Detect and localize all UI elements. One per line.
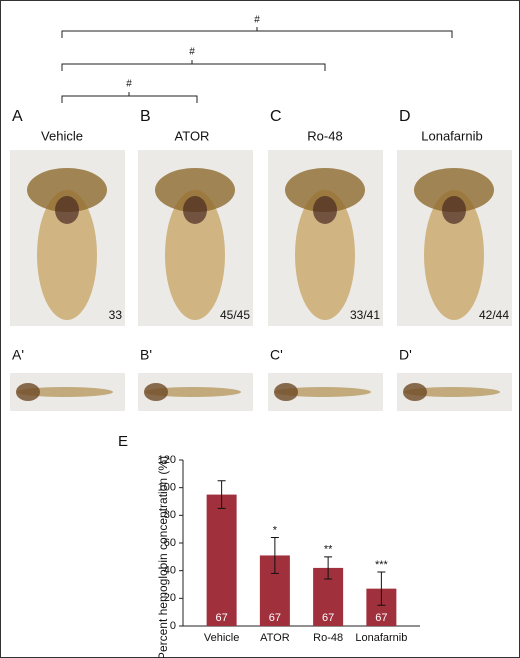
significance-label: * — [273, 524, 278, 536]
bar-chart: E Percent hemoglobin concentration (%) 0 20… — [118, 433, 420, 658]
error-bar — [324, 556, 333, 580]
side-panel-letter: B' — [140, 347, 152, 363]
embryo-head — [27, 168, 107, 212]
x-tick-label: Ro-48 — [313, 632, 343, 644]
error-bar-line — [270, 536, 279, 574]
bracket-label: # — [126, 79, 132, 90]
x-tick-label: Lonafarnib — [355, 632, 407, 644]
error-bar — [270, 536, 279, 574]
y-tick-label: 0 — [170, 620, 176, 632]
embryo-body — [165, 190, 225, 320]
x-tick-label: ATOR — [260, 632, 290, 644]
panel-count: 42/44 — [479, 308, 509, 322]
side-panel-letter: A' — [12, 347, 24, 363]
bar — [206, 494, 237, 626]
y-axis-label: Percent hemoglobin concentration (%) — [156, 456, 170, 658]
bracket-label: # — [254, 15, 260, 26]
panel-letter: E — [118, 433, 128, 450]
y-tick-label: 120 — [158, 454, 176, 466]
n-label: 67 — [216, 612, 228, 624]
brackets — [61, 27, 453, 103]
n-label: 67 — [269, 612, 281, 624]
larva-head — [403, 383, 427, 401]
panel-label: Ro-48 — [307, 128, 342, 143]
panel-letter: B — [140, 108, 151, 125]
side-panel-letter: C' — [270, 347, 283, 363]
n-label: 67 — [322, 612, 334, 624]
bracket — [61, 60, 326, 71]
y-tick-label: 60 — [164, 537, 176, 549]
embryo-body — [424, 190, 484, 320]
panel-letter: C — [270, 108, 282, 125]
x-tick-label: Vehicle — [204, 632, 239, 644]
significance-label: ** — [324, 544, 333, 556]
panel-label: Vehicle — [41, 128, 83, 143]
larva-head — [274, 383, 298, 401]
significance-label: *** — [375, 559, 389, 571]
embryo-heart — [442, 196, 466, 224]
panel-count: 45/45 — [220, 308, 250, 322]
y-tick-label: 40 — [164, 565, 176, 577]
larva-body — [275, 387, 371, 397]
larva-head — [16, 383, 40, 401]
embryo-body — [295, 190, 355, 320]
error-bar-line — [324, 556, 333, 580]
side-panel-letter: D' — [399, 347, 412, 363]
embryo-heart — [313, 196, 337, 224]
panels: A Vehicle 33 A' B ATOR 45/45 B' C Ro-48 33/41 C' D Lo… — [10, 108, 512, 411]
embryo-head — [155, 168, 235, 212]
embryo-heart — [183, 196, 207, 224]
error-bar — [377, 571, 386, 606]
y-tick-label: 100 — [158, 482, 176, 494]
panel-label: Lonafarnib — [421, 128, 482, 143]
bracket — [61, 27, 453, 38]
embryo-head — [285, 168, 365, 212]
error-bar-line — [377, 571, 386, 606]
n-label: 67 — [375, 612, 387, 624]
embryo-head — [414, 168, 494, 212]
larva-body — [404, 387, 500, 397]
larva-body — [145, 387, 241, 397]
error-bar — [217, 480, 226, 509]
bracket-label: # — [189, 47, 195, 58]
y-tick-label: 20 — [164, 592, 176, 604]
larva-body — [17, 387, 113, 397]
panel-count: 33/41 — [350, 308, 380, 322]
bracket — [61, 92, 198, 103]
embryo-body — [37, 190, 97, 320]
panel-letter: A — [12, 108, 23, 125]
y-tick-label: 80 — [164, 509, 176, 521]
error-bar-line — [217, 480, 226, 509]
larva-head — [144, 383, 168, 401]
panel-count: 33 — [109, 308, 123, 322]
embryo-heart — [55, 196, 79, 224]
panel-letter: D — [399, 108, 411, 125]
panel-label: ATOR — [175, 128, 210, 143]
